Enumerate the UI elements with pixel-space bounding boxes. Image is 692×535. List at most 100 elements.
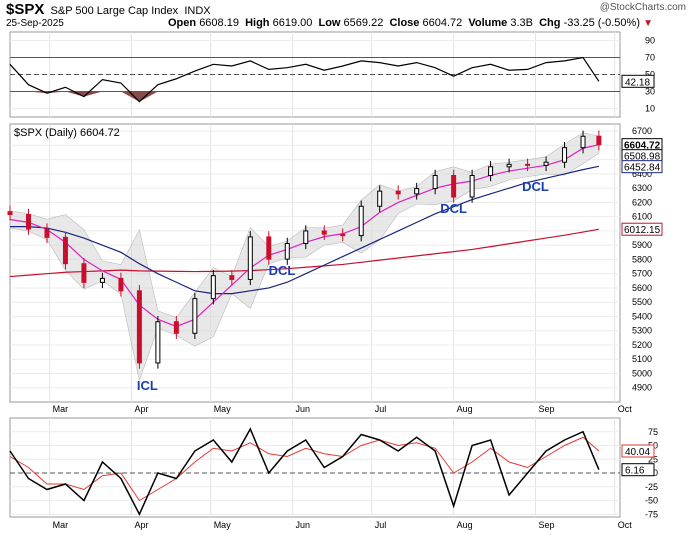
rsi-y-tick-label: 30 (645, 87, 655, 97)
ohlc-summary: Open 6608.19 High 6619.00 Low 6569.22 Cl… (168, 17, 653, 29)
candle-body (340, 233, 346, 237)
price-last-value-label: 6452.84 (624, 163, 661, 174)
rsi-y-tick-label: 70 (645, 53, 655, 63)
price-y-tick-label: 6200 (632, 197, 652, 207)
price-y-tick-label: 5400 (632, 311, 652, 321)
price-x-tick-label: Apr (134, 404, 148, 414)
price-x-tick-label: Jul (375, 404, 387, 414)
stoch-x-tick-label: Jul (375, 520, 387, 530)
candle-body (525, 163, 531, 166)
stoch-x-tick-label: Jun (296, 520, 311, 530)
candle-body (7, 211, 13, 216)
candle-body (395, 190, 401, 195)
stoch-last-value-box (621, 463, 655, 477)
rsi-line (9, 56, 600, 103)
price-y-tick-label: 6300 (632, 183, 652, 193)
stoch-y-tick-label: -25 (645, 482, 658, 492)
open-label: Open (168, 17, 197, 29)
candle-body (580, 135, 586, 149)
price-y-tick-label: 4900 (632, 383, 652, 393)
stoch-x-tick-label: Apr (134, 520, 148, 530)
candle-body (81, 263, 87, 283)
price-last-value-label: 6012.15 (624, 225, 661, 236)
stoch-y-tick-label: -50 (645, 496, 658, 506)
price-y-tick-label: 5100 (632, 354, 652, 364)
stoch-y-tick-label: 75 (648, 427, 658, 437)
candle-body (596, 135, 602, 146)
candle-body (210, 275, 216, 300)
price-last-value-box (621, 160, 663, 174)
candle-body (118, 277, 124, 292)
price-last-value-label: 6604.72 (624, 141, 661, 152)
low-label: Low (318, 17, 341, 29)
price-x-tick-label: Aug (457, 404, 473, 414)
volume-value: 3.3B (510, 17, 533, 29)
chg-label: Chg (539, 17, 561, 29)
chart-date: 25-Sep-2025 (6, 18, 64, 29)
stoch-last-value-label: 6.16 (625, 466, 645, 477)
open-value: 6608.19 (199, 17, 239, 29)
price-x-tick-label: Mar (53, 404, 69, 414)
ma200-line (9, 228, 599, 278)
cycle-low-label: DCL (522, 179, 549, 194)
price-y-tick-label: 6400 (632, 169, 652, 179)
stoch-x-tick-label: Sep (538, 520, 554, 530)
stoch-y-tick-label: 0 (653, 468, 658, 478)
candle-body (303, 230, 309, 244)
price-x-tick-label: Oct (618, 404, 633, 414)
price-last-value-box (621, 222, 663, 236)
candle-body (266, 236, 272, 260)
close-value: 6604.72 (422, 17, 463, 29)
rsi-y-tick-label: 50 (645, 70, 655, 80)
price-y-tick-label: 5000 (632, 368, 652, 378)
volume-label: Volume (468, 17, 508, 29)
brand-label: @StockCharts.com (599, 2, 686, 13)
candle-body (377, 190, 383, 207)
candle-body (62, 236, 68, 265)
price-x-tick-label: Sep (538, 404, 554, 414)
price-y-tick-label: 5300 (632, 326, 652, 336)
close-label: Close (389, 17, 420, 29)
high-value: 6619.00 (272, 17, 313, 29)
low-value: 6569.22 (343, 17, 384, 29)
candle-body (358, 205, 364, 237)
candle-body (451, 174, 457, 198)
candle-body (284, 242, 290, 260)
candle-body (543, 161, 549, 166)
candle-body (488, 166, 494, 176)
price-series-label: $SPX (Daily) 6604.72 (14, 127, 120, 139)
rsi-y-tick-label: 90 (645, 36, 655, 46)
stoch-y-tick-label: -75 (645, 509, 658, 519)
cycle-low-label: DCL (269, 263, 296, 278)
candle-body (247, 236, 253, 280)
price-y-tick-label: 5700 (632, 269, 652, 279)
candle-body (192, 298, 198, 334)
rsi-last-value-box (621, 74, 655, 88)
candle-body (562, 147, 568, 163)
price-y-tick-label: 5500 (632, 297, 652, 307)
price-x-tick-label: May (214, 404, 232, 414)
stoch-d-line (9, 436, 600, 502)
stoch-x-tick-label: Mar (53, 520, 69, 530)
stoch-x-tick-label: Oct (618, 520, 633, 530)
symbol: $SPX (6, 1, 45, 18)
rsi-y-tick-label: 10 (645, 104, 655, 114)
price-x-tick-label: Jun (296, 404, 311, 414)
high-label: High (245, 17, 270, 29)
rsi-last-value-label: 42.18 (625, 77, 650, 88)
stoch-y-tick-label: 25 (648, 454, 658, 464)
candle-body (321, 230, 327, 235)
price-y-tick-label: 5200 (632, 340, 652, 350)
stoch-x-tick-label: May (214, 520, 232, 530)
cycle-low-label: DCL (440, 201, 467, 216)
candle-body (432, 174, 438, 190)
price-y-tick-label: 6700 (632, 126, 652, 136)
exchange: INDX (184, 5, 211, 17)
down-triangle-icon: ▼ (643, 18, 653, 29)
stoch-last-value-label: 40.04 (625, 447, 650, 458)
candle-body (469, 174, 475, 198)
candle-body (506, 163, 512, 168)
candle-body (414, 188, 420, 195)
price-y-tick-label: 6100 (632, 212, 652, 222)
